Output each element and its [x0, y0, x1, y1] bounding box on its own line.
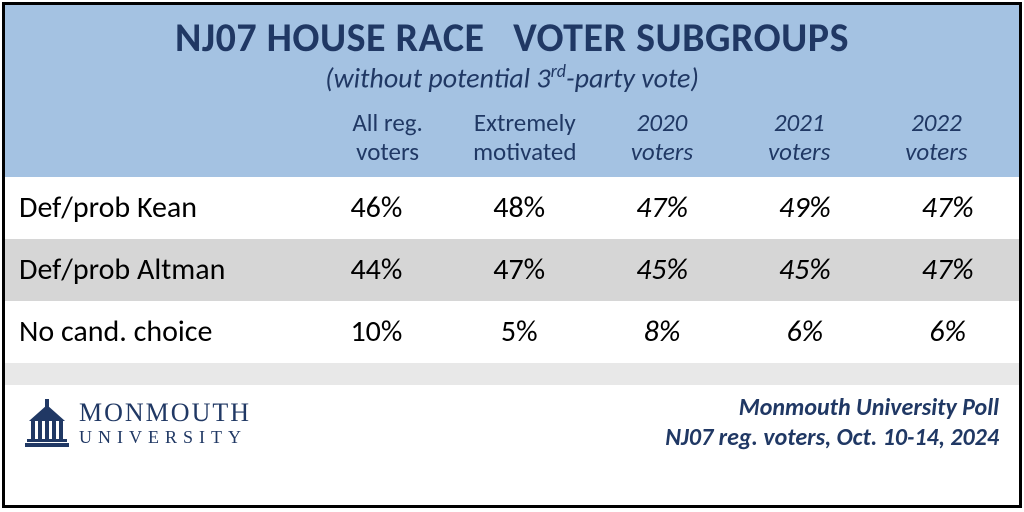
logo-top: MONMOUTH: [79, 400, 251, 426]
row-label: Def/prob Kean: [5, 189, 305, 226]
col-header-1-line1: Extremely: [474, 107, 576, 138]
cell-0-2: 47%: [591, 191, 734, 226]
source-block: Monmouth University Poll NJ07 reg. voter…: [665, 393, 999, 453]
rowlabel-header-spacer: [19, 109, 319, 167]
subtitle-sup: rd: [551, 60, 566, 82]
cell-2-0: 10%: [305, 315, 448, 350]
card-subtitle: (without potential 3rd-party vote): [19, 60, 1005, 95]
table-row: Def/prob Kean 46% 48% 47% 49% 47%: [5, 177, 1019, 239]
building-icon: [25, 399, 69, 447]
cell-2-1: 5%: [448, 315, 591, 350]
subtitle-pre: (without potential 3: [325, 60, 550, 95]
source-line2: NJ07 reg. voters, Oct. 10-14, 2024: [665, 423, 999, 453]
col-header-1: Extremely motivated: [456, 109, 593, 167]
col-header-2: 2020 voters: [593, 109, 730, 167]
cell-1-0: 44%: [305, 253, 448, 288]
logo-text: MONMOUTH UNIVERSITY: [79, 400, 251, 446]
table-row: Def/prob Altman 44% 47% 45% 45% 47%: [5, 239, 1019, 301]
col-header-4-line1: 2022: [911, 107, 962, 138]
cell-2-4: 6%: [876, 315, 1019, 350]
cell-2-2: 8%: [591, 315, 734, 350]
table-row: No cand. choice 10% 5% 8% 6% 6%: [5, 301, 1019, 363]
row-label: No cand. choice: [5, 313, 305, 350]
column-header-row: All reg. voters Extremely motivated 2020…: [19, 109, 1005, 167]
cell-2-3: 6%: [733, 315, 876, 350]
col-header-1-line2: motivated: [473, 136, 576, 167]
col-header-3-line1: 2021: [774, 107, 825, 138]
poll-table-card: NJ07 HOUSE RACE VOTER SUBGROUPS (without…: [2, 2, 1022, 508]
col-header-3-line2: voters: [768, 136, 830, 167]
cell-1-2: 45%: [591, 253, 734, 288]
cell-0-1: 48%: [448, 191, 591, 226]
col-header-0-line1: All reg.: [352, 107, 423, 138]
header-block: NJ07 HOUSE RACE VOTER SUBGROUPS (without…: [5, 5, 1019, 177]
cell-1-3: 45%: [733, 253, 876, 288]
col-header-2-line1: 2020: [637, 107, 688, 138]
cell-0-3: 49%: [733, 191, 876, 226]
row-label: Def/prob Altman: [5, 251, 305, 288]
col-header-4: 2022 voters: [868, 109, 1005, 167]
col-header-4-line2: voters: [905, 136, 967, 167]
table-body: Def/prob Kean 46% 48% 47% 49% 47% Def/pr…: [5, 177, 1019, 505]
monmouth-logo: MONMOUTH UNIVERSITY: [25, 399, 251, 447]
spacer-row: [5, 363, 1019, 385]
logo-bottom: UNIVERSITY: [79, 428, 251, 446]
col-header-3: 2021 voters: [731, 109, 868, 167]
source-line1: Monmouth University Poll: [665, 393, 999, 423]
cell-0-0: 46%: [305, 191, 448, 226]
col-header-0-line2: voters: [356, 136, 419, 167]
footer-row: MONMOUTH UNIVERSITY Monmouth University …: [5, 385, 1019, 465]
col-header-2-line2: voters: [631, 136, 693, 167]
cell-0-4: 47%: [876, 191, 1019, 226]
col-header-0: All reg. voters: [319, 109, 456, 167]
card-title: NJ07 HOUSE RACE VOTER SUBGROUPS: [19, 13, 1005, 62]
cell-1-1: 47%: [448, 253, 591, 288]
cell-1-4: 47%: [876, 253, 1019, 288]
subtitle-post: -party vote): [566, 60, 699, 95]
